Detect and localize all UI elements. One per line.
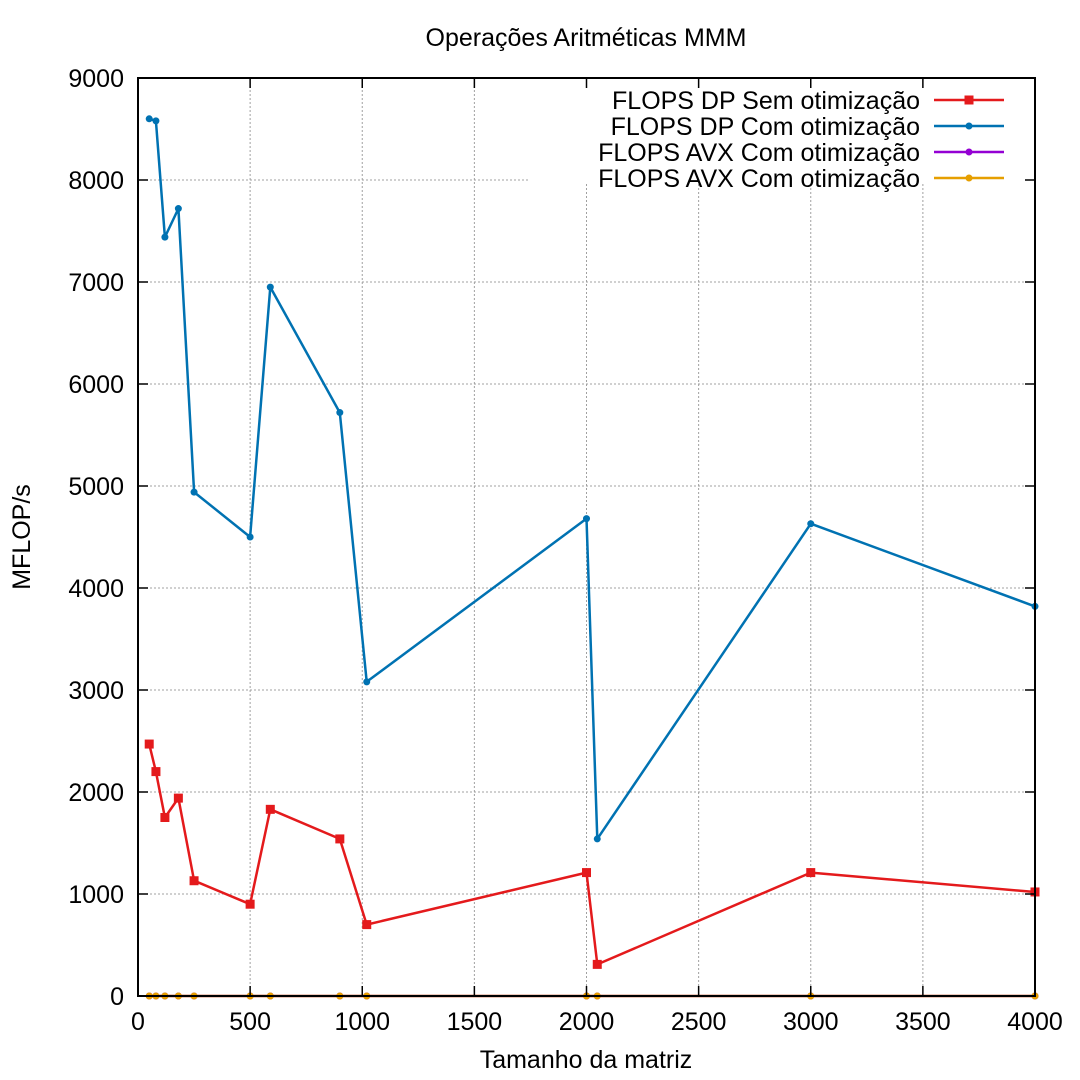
series-2	[145, 115, 1039, 843]
y-tick-label: 3000	[68, 677, 124, 705]
data-point	[173, 793, 183, 803]
data-point	[161, 233, 169, 241]
x-tick-label: 0	[131, 1008, 145, 1036]
y-tick-label: 2000	[68, 779, 124, 807]
legend-label: FLOPS DP Com otimização	[611, 113, 920, 141]
data-point	[807, 520, 815, 528]
y-axis-label: MFLOP/s	[8, 484, 36, 590]
data-point	[582, 868, 591, 878]
x-tick-label: 1000	[334, 1008, 390, 1036]
data-point	[152, 117, 160, 125]
data-point	[583, 515, 590, 523]
data-point	[145, 115, 153, 123]
x-tick-label: 3000	[783, 1008, 839, 1036]
data-point	[144, 739, 154, 749]
data-point	[160, 813, 170, 822]
y-tick-label: 9000	[68, 65, 124, 93]
legend-label: FLOPS AVX Com otimização	[598, 139, 920, 167]
x-tick-label: 2500	[671, 1008, 727, 1036]
x-axis-label: Tamanho da matriz	[480, 1046, 693, 1074]
data-point	[592, 959, 602, 969]
x-tick-label: 2000	[559, 1008, 615, 1036]
data-point	[189, 876, 199, 886]
data-point	[335, 834, 345, 844]
legend-entry: FLOPS AVX Com otimização	[598, 139, 1004, 167]
grid	[138, 78, 1035, 996]
data-point	[266, 283, 274, 291]
chart-title: Operações Aritméticas MMM	[426, 24, 747, 52]
data-point	[593, 835, 601, 843]
data-point	[174, 205, 182, 213]
legend-swatch-marker	[965, 174, 973, 182]
legend-swatch-marker	[964, 95, 974, 105]
data-point	[265, 804, 275, 814]
legend-label: FLOPS AVX Com otimização	[598, 165, 920, 193]
data-point	[245, 899, 255, 909]
legend-swatch-marker	[965, 148, 973, 156]
x-tick-label: 4000	[1007, 1008, 1063, 1036]
x-tick-label: 3500	[895, 1008, 951, 1036]
y-tick-label: 6000	[68, 371, 124, 399]
data-point	[362, 920, 372, 930]
y-tick-label: 5000	[68, 473, 124, 501]
y-tick-label: 8000	[68, 167, 124, 195]
y-tick-label: 1000	[68, 881, 124, 909]
data-point	[151, 767, 161, 777]
data-point	[190, 488, 198, 496]
legend-label: FLOPS DP Sem otimização	[612, 87, 920, 115]
data-point	[363, 678, 371, 686]
legend-swatch-marker	[965, 122, 973, 130]
x-tick-label: 500	[229, 1008, 271, 1036]
y-tick-label: 4000	[68, 575, 124, 603]
data-point	[806, 868, 816, 878]
data-point	[246, 533, 254, 541]
legend-entry: FLOPS AVX Com otimização	[598, 165, 1004, 193]
legend-entry: FLOPS DP Com otimização	[611, 113, 1004, 141]
y-tick-label: 0	[110, 983, 124, 1011]
data-point	[336, 409, 344, 417]
axis-ticks: 0 500 1000 1500 2000 2500 3000 3500 4000 0 1000 200…	[68, 65, 1062, 1036]
legend-entry: FLOPS DP Sem otimização	[612, 87, 1004, 115]
x-tick-label: 1500	[447, 1008, 503, 1036]
y-tick-label: 7000	[68, 269, 124, 297]
